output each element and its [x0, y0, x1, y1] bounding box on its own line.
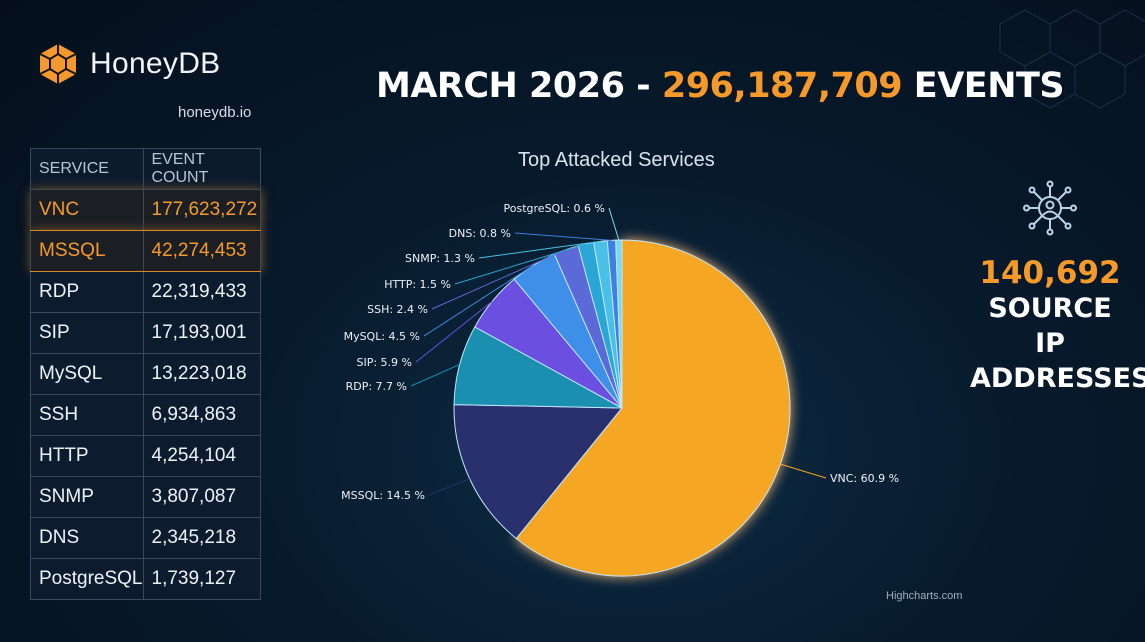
- headline-suffix: EVENTS: [902, 66, 1065, 106]
- row-count: 6,934,863: [142, 394, 261, 436]
- brand-logo: HoneyDB: [36, 42, 221, 86]
- connector-dns: [514, 232, 612, 241]
- data-label-sip: SIP: 5.9 %: [356, 356, 412, 369]
- stat-label-line: ADDRESSES: [970, 363, 1145, 394]
- service-table: SERVICE EVENT COUNT VNC 177,623,272 MSSQL…: [30, 148, 261, 600]
- pie-slice-mssql[interactable]: [453, 404, 624, 540]
- connector-ssh: [431, 249, 567, 310]
- chart-credit: Highcharts.com: [886, 590, 963, 602]
- connector-postgresql: [608, 207, 620, 241]
- data-label-mysql: MySQL: 4.5 %: [344, 330, 420, 343]
- data-label-dns: DNS: 0.8 %: [449, 227, 511, 240]
- data-label-http: HTTP: 1.5 %: [384, 278, 451, 291]
- row-service: SNMP: [30, 476, 144, 518]
- headline-prefix: MARCH 2026 -: [376, 66, 662, 106]
- stat-label-line: IP: [1035, 328, 1065, 359]
- row-count: 2,345,218: [142, 517, 261, 559]
- stat-label-line: SOURCE: [988, 293, 1112, 324]
- table-header-row: SERVICE EVENT COUNT: [30, 148, 261, 190]
- connector-http: [454, 243, 587, 285]
- table-row: DNS 2,345,218: [30, 517, 261, 559]
- row-count: 42,274,453: [142, 230, 261, 272]
- connector-mssql: [428, 478, 470, 496]
- table-row: HTTP 4,254,104: [30, 435, 261, 477]
- headline-event-count: 296,187,709: [661, 66, 903, 106]
- row-service: PostgreSQL: [30, 558, 144, 600]
- data-label-postgresql: PostgreSQL: 0.6 %: [504, 202, 605, 215]
- table-row: RDP 22,319,433: [30, 271, 261, 313]
- data-label-mssql: MSSQL: 14.5 %: [341, 489, 425, 502]
- row-count: 177,623,272: [142, 189, 261, 231]
- header-service: SERVICE: [30, 148, 144, 190]
- brand-name: HoneyDB: [90, 47, 221, 80]
- data-label-snmp: SNMP: 1.3 %: [405, 252, 475, 265]
- row-count: 1,739,127: [142, 558, 261, 600]
- row-service: RDP: [30, 271, 144, 313]
- header-event-count: EVENT COUNT: [142, 148, 261, 190]
- table-row: MSSQL 42,274,453: [30, 230, 261, 272]
- page-headline: MARCH 2026 - 296,187,709 EVENTS: [376, 66, 1065, 106]
- connector-vnc: [780, 463, 827, 479]
- site-url: honeydb.io: [178, 104, 252, 121]
- pie-slice-vnc[interactable]: [515, 239, 791, 577]
- chart-title: Top Attacked Services: [518, 149, 715, 171]
- hex-pattern-decoration: [999, 9, 1145, 109]
- source-ip-stat: 140,692 SOURCE IP ADDRESSES: [970, 180, 1145, 396]
- connector-sip: [415, 300, 493, 363]
- row-count: 3,807,087: [142, 476, 261, 518]
- row-service: MSSQL: [30, 230, 144, 272]
- row-count: 22,319,433: [142, 271, 261, 313]
- data-label-rdp: RDP: 7.7 %: [346, 380, 407, 393]
- table-row: SSH 6,934,863: [30, 394, 261, 436]
- row-count: 4,254,104: [142, 435, 261, 477]
- connector-rdp: [410, 364, 460, 387]
- connector-snmp: [478, 240, 601, 259]
- table-row: SIP 17,193,001: [30, 312, 261, 354]
- data-label-ssh: SSH: 2.4 %: [367, 303, 428, 316]
- connector-mysql: [423, 264, 534, 337]
- network-user-icon: [1023, 180, 1077, 236]
- row-count: 17,193,001: [142, 312, 261, 354]
- row-service: SSH: [30, 394, 144, 436]
- table-row: PostgreSQL 1,739,127: [30, 558, 261, 600]
- source-ip-count: 140,692: [979, 255, 1121, 291]
- honeycomb-logo-icon: [39, 44, 77, 84]
- row-service: HTTP: [30, 435, 144, 477]
- row-service: DNS: [30, 517, 144, 559]
- data-label-vnc: VNC: 60.9 %: [830, 472, 899, 485]
- table-row: SNMP 3,807,087: [30, 476, 261, 518]
